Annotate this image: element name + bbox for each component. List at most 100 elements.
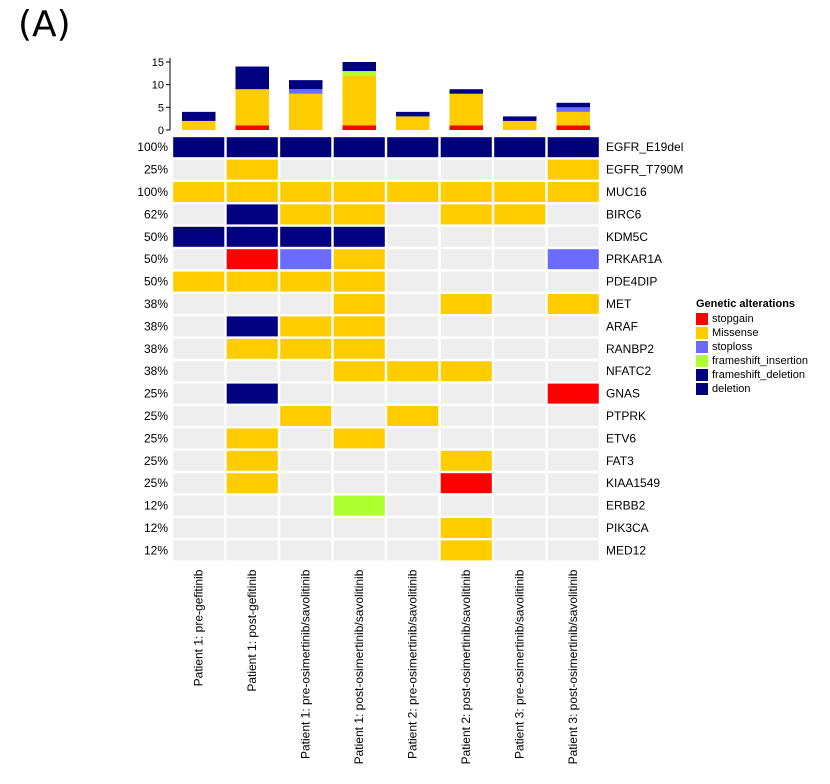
gene-label: MET: [606, 297, 632, 311]
heatmap-cell: [173, 271, 225, 292]
heatmap-cell: [440, 316, 492, 337]
gene-label: RANBP2: [606, 342, 654, 356]
heatmap-cell: [333, 495, 385, 516]
heatmap-cell: [494, 294, 546, 314]
heatmap-cell: [440, 428, 492, 449]
legend-label: Missense: [712, 327, 759, 339]
heatmap-cell: [547, 294, 599, 314]
bar-y-tick-label: 0: [158, 125, 164, 137]
heatmap-cell: [547, 361, 599, 382]
heatmap-cell: [494, 249, 546, 270]
gene-label: PIK3CA: [606, 521, 649, 535]
heatmap-cell: [173, 473, 225, 494]
legend-label: frameshift_insertion: [712, 355, 808, 367]
sample-label: Patient 2: pre-osimertinib/savolitinib: [406, 569, 420, 759]
bar-segment-Missense: [342, 75, 376, 126]
heatmap-cell: [547, 495, 599, 516]
gene-label: KIAA1549: [606, 476, 660, 490]
heatmap-cell: [387, 450, 439, 471]
heatmap-cell: [440, 361, 492, 382]
row-percentage: 12%: [144, 499, 168, 513]
heatmap-cell: [333, 271, 385, 292]
heatmap-cell: [173, 294, 225, 314]
heatmap-cell: [333, 137, 385, 158]
heatmap-cell: [387, 361, 439, 382]
heatmap-cell: [173, 159, 225, 180]
heatmap-cell: [387, 137, 439, 158]
heatmap-cell: [333, 159, 385, 180]
gene-label: ETV6: [606, 431, 636, 445]
heatmap-cell: [226, 338, 278, 359]
heatmap-cell: [280, 428, 332, 449]
heatmap-cell: [280, 226, 332, 247]
legend-item-frameshift-deletion: frameshift_deletion: [696, 368, 808, 382]
heatmap-cell: [226, 137, 278, 158]
heatmap-cell: [494, 450, 546, 471]
heatmap-cell: [173, 249, 225, 270]
heatmap-cell: [280, 495, 332, 516]
bar-segment-Missense: [503, 120, 537, 130]
row-percentage: 38%: [144, 364, 168, 378]
heatmap-cell: [387, 383, 439, 404]
heatmap-cell: [226, 204, 278, 225]
heatmap-cell: [173, 338, 225, 359]
heatmap-cell: [333, 518, 385, 538]
heatmap-cell: [226, 540, 278, 561]
gene-label: BIRC6: [606, 207, 642, 221]
bar-segment-frameshift-deletion: [289, 80, 323, 90]
bar-segment-Missense: [556, 111, 590, 126]
gene-label: PRKAR1A: [606, 252, 662, 266]
heatmap-cell: [547, 159, 599, 180]
heatmap-cell: [226, 361, 278, 382]
legend-item-deletion: deletion: [696, 382, 808, 396]
heatmap-cell: [333, 473, 385, 494]
bar-segment-stoploss: [556, 107, 590, 112]
gene-label: PDE4DIP: [606, 275, 657, 289]
heatmap-cell: [280, 271, 332, 292]
row-percentage: 50%: [144, 252, 168, 266]
heatmap-cell: [173, 137, 225, 158]
heatmap-cell: [226, 495, 278, 516]
heatmap-cell: [440, 473, 492, 494]
heatmap-cell: [387, 182, 439, 202]
heatmap-cell: [387, 294, 439, 314]
heatmap-cell: [547, 182, 599, 202]
sample-label: Patient 3: post-osimertinib/savolitinib: [566, 569, 580, 764]
heatmap-cell: [173, 316, 225, 337]
heatmap-cell: [547, 383, 599, 404]
heatmap-cell: [173, 428, 225, 449]
heatmap-cell: [547, 450, 599, 471]
legend-item-stopgain: stopgain: [696, 312, 808, 326]
heatmap-cell: [333, 294, 385, 314]
row-percentage: 38%: [144, 297, 168, 311]
sample-label: Patient 1: pre-gefitinib: [192, 569, 206, 686]
legend-swatch: [696, 383, 708, 395]
row-percentage: 62%: [144, 207, 168, 221]
gene-label: EGFR_T790M: [606, 163, 683, 177]
bar-segment-frameshift-deletion: [449, 89, 483, 94]
row-percentage: 25%: [144, 431, 168, 445]
heatmap-cell: [280, 450, 332, 471]
heatmap-cell: [387, 159, 439, 180]
heatmap-cell: [547, 137, 599, 158]
heatmap-cell: [226, 182, 278, 202]
heatmap-cell: [494, 406, 546, 426]
heatmap-cell: [494, 495, 546, 516]
heatmap-cell: [440, 271, 492, 292]
legend-label: stoploss: [712, 341, 753, 353]
bar-segment-frameshift-insertion: [342, 71, 376, 76]
legend-title: Genetic alterations: [696, 298, 796, 310]
heatmap-cell: [547, 338, 599, 359]
heatmap-cell: [547, 406, 599, 426]
heatmap-cell: [440, 406, 492, 426]
bar-y-tick-label: 5: [158, 102, 164, 114]
heatmap-cell: [280, 383, 332, 404]
gene-label: PTPRK: [606, 409, 646, 423]
row-percentage: 25%: [144, 387, 168, 401]
heatmap-cell: [387, 540, 439, 561]
bar-segment-Missense: [449, 93, 483, 126]
heatmap-cell: [387, 338, 439, 359]
heatmap-cell: [494, 316, 546, 337]
heatmap-cell: [387, 518, 439, 538]
heatmap-cell: [440, 204, 492, 225]
